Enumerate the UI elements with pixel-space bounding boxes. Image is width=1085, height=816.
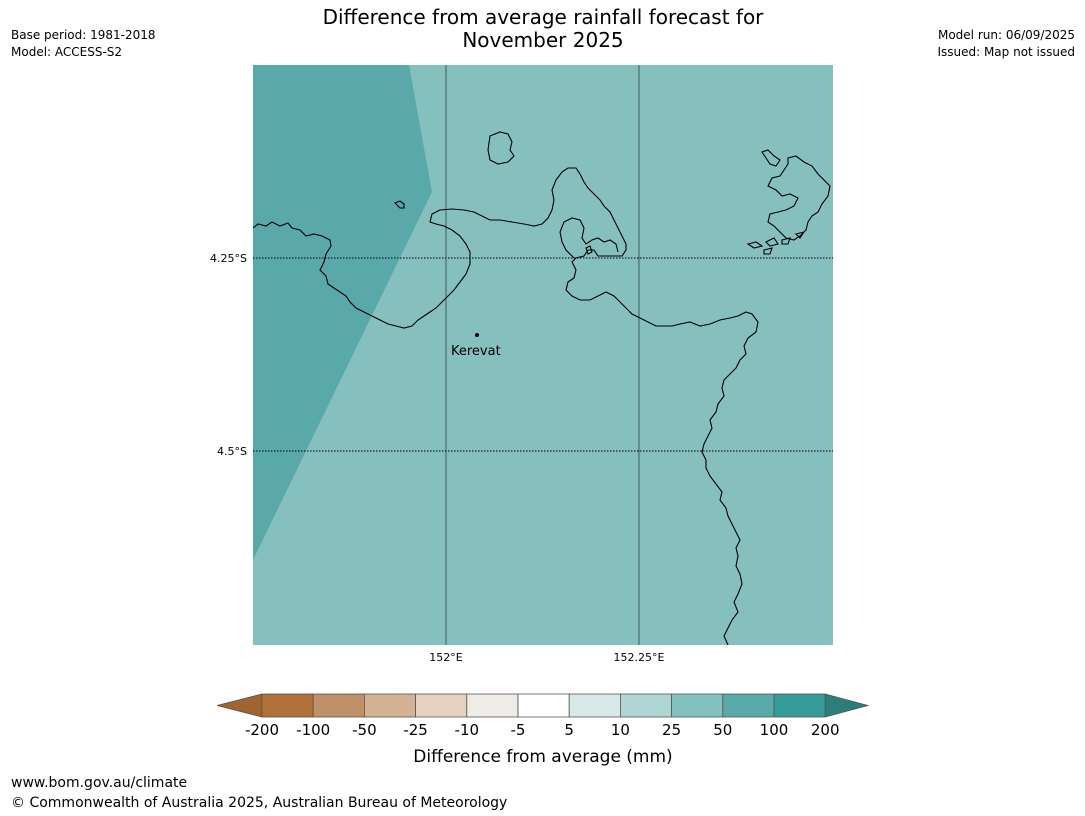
colorbar-tick-label: 100 <box>760 721 789 739</box>
colorbar-tick-label: -100 <box>296 721 330 739</box>
map-title-line2: November 2025 <box>462 28 624 52</box>
meta-right: Model run: 06/09/2025 Issued: Map not is… <box>937 27 1075 61</box>
colorbar-extend-high <box>824 693 870 718</box>
colorbar-tick-label: 25 <box>662 721 681 739</box>
kerevat-marker <box>475 333 479 337</box>
colorbar-segment <box>671 693 724 718</box>
coastline-new-ireland <box>746 149 831 255</box>
colorbar-segment <box>517 693 570 718</box>
colorbar-segment <box>466 693 519 718</box>
colorbar <box>216 693 870 718</box>
model-text: Model: ACCESS-S2 <box>11 45 123 59</box>
colorbar-tick-label: -10 <box>455 721 480 739</box>
colorbar-tick-label: -50 <box>352 721 377 739</box>
lon-label-152: 152°E <box>429 651 462 664</box>
island-3 <box>585 245 593 255</box>
colorbar-tick-label: 10 <box>611 721 630 739</box>
footer-url: www.bom.gov.au/climate <box>11 775 188 791</box>
colorbar-tick-label: -5 <box>511 721 526 739</box>
colorbar-segment <box>722 693 775 718</box>
colorbar-tick-label: 50 <box>713 721 732 739</box>
place-label-kerevat: Kerevat <box>451 344 501 359</box>
island-1 <box>487 131 515 165</box>
colorbar-extend-low <box>216 693 263 718</box>
colorbar-tick-label: -25 <box>403 721 428 739</box>
issued-text: Issued: Map not issued <box>937 45 1075 59</box>
colorbar-tick-label: 200 <box>811 721 840 739</box>
map-title: Difference from average rainfall forecas… <box>243 6 843 52</box>
colorbar-tick-label: -200 <box>245 721 279 739</box>
lat-label-4-5: 4.5°S <box>217 445 247 458</box>
colorbar-segment <box>773 693 826 718</box>
map-title-line1: Difference from average rainfall forecas… <box>322 5 764 29</box>
colorbar-segment <box>363 693 416 718</box>
colorbar-segment <box>261 693 314 718</box>
model-run-text: Model run: 06/09/2025 <box>937 28 1075 42</box>
colorbar-segment <box>312 693 365 718</box>
colorbar-segment <box>620 693 673 718</box>
lon-label-152-25: 152.25°E <box>614 651 665 664</box>
coastline-bay <box>559 217 619 259</box>
legend-title: Difference from average (mm) <box>413 747 672 767</box>
colorbar-tick-label: 5 <box>564 721 574 739</box>
lat-label-4-25: 4.25°S <box>210 252 247 265</box>
island-2 <box>394 200 405 209</box>
colorbar-segment <box>415 693 468 718</box>
coastline-main <box>253 167 759 645</box>
colorbar-segment <box>568 693 621 718</box>
meta-left: Base period: 1981-2018 Model: ACCESS-S2 <box>11 27 156 61</box>
colorbar-ticks: -200 -100 -50 -25 -10 -5 5 10 25 50 100 200 <box>245 721 840 739</box>
footer-copyright: © Commonwealth of Australia 2025, Austra… <box>11 795 508 811</box>
forecast-region-darker <box>253 65 432 560</box>
base-period-text: Base period: 1981-2018 <box>11 28 156 42</box>
